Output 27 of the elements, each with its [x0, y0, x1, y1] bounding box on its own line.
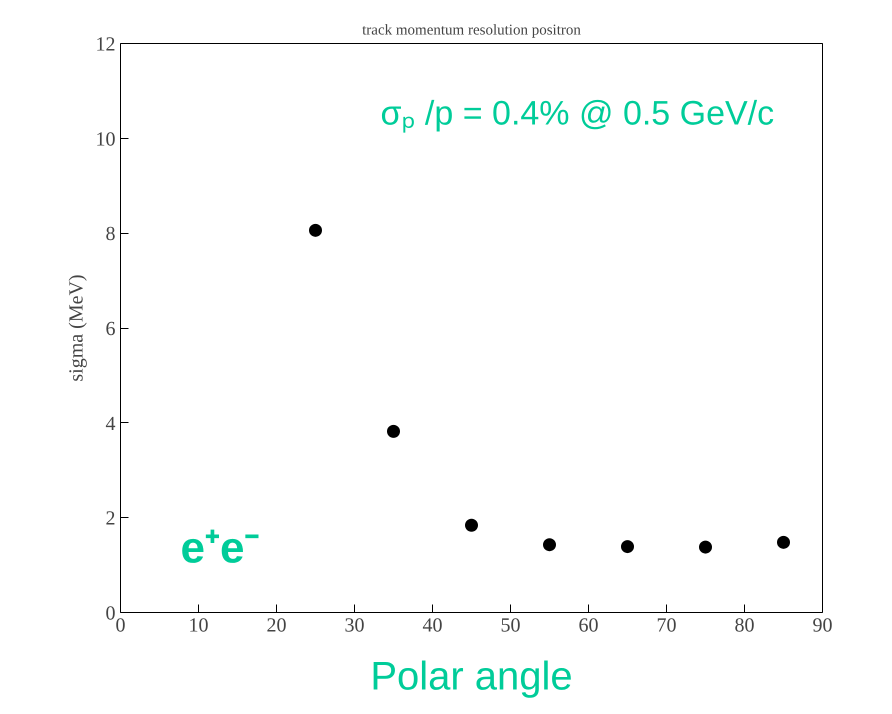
- x-tick-label: 30: [344, 614, 364, 636]
- y-axis-title: sigma (MeV): [66, 274, 88, 382]
- y-tick-label: 10: [96, 128, 116, 150]
- point: [387, 424, 400, 438]
- x-tick-label: 40: [422, 614, 442, 636]
- point: [543, 538, 556, 552]
- x-tick-label: 50: [500, 614, 520, 636]
- x-tick-label: 20: [266, 614, 286, 636]
- x-tick-label: 90: [812, 614, 832, 636]
- point: [699, 540, 712, 554]
- point: [621, 540, 634, 554]
- y-tick-label: 8: [106, 223, 116, 246]
- y-tick-label: 6: [106, 318, 116, 340]
- x-tick-label: 70: [656, 614, 676, 636]
- x-tick-label: 10: [188, 614, 208, 636]
- x-axis-title: Polar angle: [370, 654, 573, 698]
- y-tick-label: 12: [96, 34, 116, 56]
- annotation: σₚ /p = 0.4% @ 0.5 GeV/c: [380, 94, 774, 134]
- y-tick-label: 2: [106, 508, 116, 530]
- chart-title: track momentum resolution positron: [362, 22, 582, 38]
- x-tick-label: 80: [734, 614, 754, 636]
- x-tick-label: 60: [578, 614, 598, 636]
- point: [309, 224, 322, 237]
- annotation: e⁺e⁻: [180, 524, 260, 572]
- point: [465, 518, 478, 532]
- y-tick-label: 4: [106, 412, 116, 435]
- point: [777, 536, 790, 549]
